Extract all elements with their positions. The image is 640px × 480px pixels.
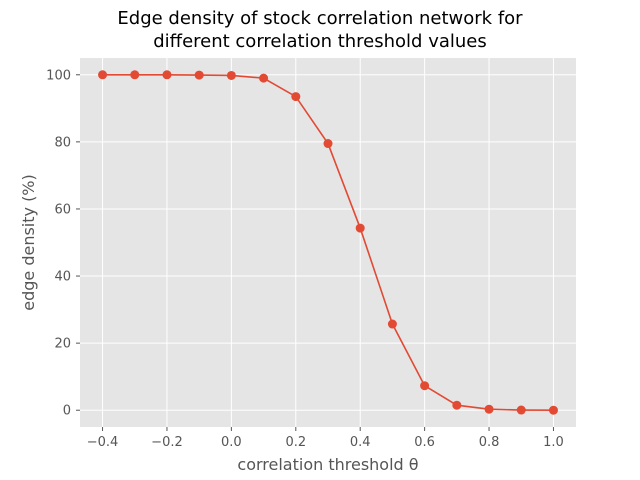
plot-background (80, 58, 576, 427)
y-axis-label: edge density (%) (19, 174, 38, 311)
data-point (548, 405, 558, 415)
data-point (355, 223, 365, 233)
series-layer (98, 70, 558, 415)
axis-ticks: −0.4 −0.2 0.0 0.2 0.4 0.6 0.8 1.0 0 20 40 60 80 100 (46, 68, 564, 450)
y-tick-label: 80 (54, 135, 71, 150)
data-point (98, 70, 108, 80)
x-axis-label: correlation threshold θ (237, 455, 418, 474)
chart-title-line-2: different correlation threshold values (153, 31, 487, 52)
data-point (194, 70, 204, 80)
x-tick-label: −0.4 (87, 435, 119, 450)
y-tick-label: 20 (54, 337, 71, 352)
y-tick-label: 60 (54, 202, 71, 217)
x-tick-label: 0.2 (285, 435, 306, 450)
y-tick-label: 0 (63, 404, 71, 419)
x-tick-label: 0.0 (221, 435, 242, 450)
data-point (226, 70, 236, 80)
x-tick-label: 0.4 (350, 435, 371, 450)
data-point (452, 400, 462, 410)
data-point (420, 381, 430, 391)
y-tick-label: 40 (54, 270, 71, 285)
data-point (484, 404, 494, 414)
x-tick-label: 1.0 (543, 435, 564, 450)
x-tick-label: −0.2 (151, 435, 183, 450)
x-tick-label: 0.6 (414, 435, 435, 450)
data-point (516, 405, 526, 415)
data-point (387, 319, 397, 329)
chart-title-line-1: Edge density of stock correlation networ… (117, 8, 523, 29)
x-tick-label: 0.8 (479, 435, 500, 450)
data-point (259, 73, 269, 83)
data-point (130, 70, 140, 80)
data-point (291, 92, 301, 102)
data-point (323, 139, 333, 149)
data-point (162, 70, 172, 80)
y-tick-label: 100 (46, 68, 71, 83)
